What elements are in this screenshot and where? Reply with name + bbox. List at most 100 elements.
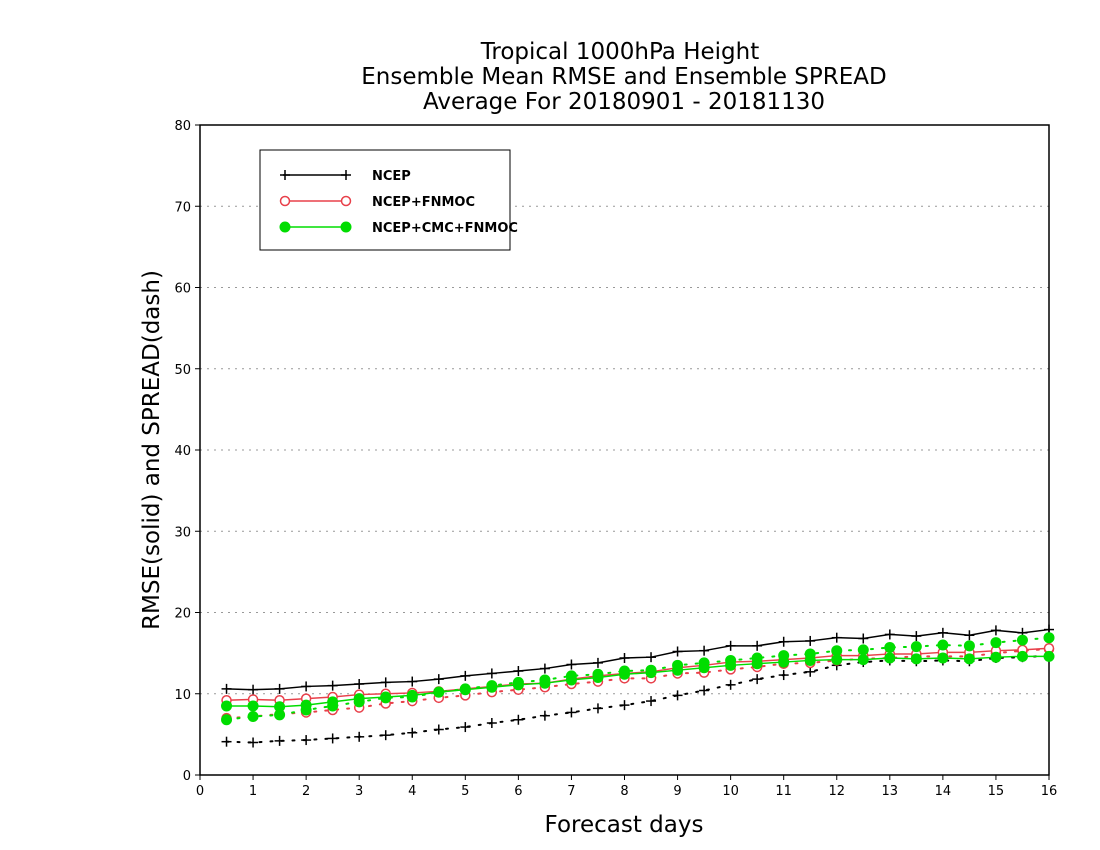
rmse-point-ncep-cmc-fnmoc <box>884 652 896 664</box>
rmse-point-ncep-cmc-fnmoc <box>300 699 312 711</box>
x-tick-label: 10 <box>722 784 739 799</box>
legend-item-ncep: NCEP <box>280 169 411 184</box>
y-tick-label: 20 <box>174 607 191 622</box>
spread-point-ncep <box>513 714 524 725</box>
legend-items: NCEP NCEP+FNMOC NCEP+CMC+FNMOC <box>279 169 518 236</box>
spread-point-ncep-cmc-fnmoc <box>963 640 975 652</box>
rmse-point-ncep-cmc-fnmoc <box>672 664 684 676</box>
x-tick-label: 4 <box>408 784 416 799</box>
rmse-point-ncep <box>486 668 497 679</box>
spread-point-ncep <box>407 727 418 738</box>
legend-box <box>259 149 511 251</box>
rmse-point-ncep-cmc-fnmoc <box>565 674 577 686</box>
rmse-point-ncep <box>911 631 922 642</box>
y-axis-ticks: 0 10 20 30 40 50 60 70 80 <box>174 119 200 784</box>
legend-label: NCEP+FNMOC <box>372 195 475 210</box>
spread-point-ncep <box>460 722 471 733</box>
x-tick-label: 3 <box>355 784 363 799</box>
y-tick-label: 10 <box>174 688 191 703</box>
rmse-point-ncep <box>301 681 312 692</box>
legend-item-ncep-fnmoc: NCEP+FNMOC <box>279 195 475 210</box>
rmse-point-ncep <box>539 663 550 674</box>
x-axis-ticks: 0 1 2 3 4 5 6 7 8 9 10 11 12 13 14 15 16 <box>196 775 1057 799</box>
y-tick-label: 80 <box>174 119 191 134</box>
rmse-point-ncep-cmc-fnmoc <box>910 653 922 665</box>
rmse-point-ncep-cmc-fnmoc <box>380 691 392 703</box>
rmse-point-ncep-cmc-fnmoc <box>963 653 975 665</box>
rmse-point-ncep <box>380 677 391 688</box>
rmse-line-ncep <box>226 628 1050 691</box>
rmse-point-ncep-cmc-fnmoc <box>247 700 259 712</box>
spread-point-ncep-cmc-fnmoc <box>221 714 233 726</box>
series-ncep <box>221 624 1054 748</box>
rmse-point-ncep <box>248 684 259 695</box>
rmse-point-ncep-cmc-fnmoc <box>221 700 233 712</box>
y-tick-label: 50 <box>174 363 191 378</box>
spread-point-ncep <box>699 685 710 696</box>
spread-point-ncep-cmc-fnmoc <box>247 711 259 722</box>
rmse-line-ncep-cmc-fnmoc <box>226 655 1049 708</box>
y-tick-label: 30 <box>174 525 191 540</box>
rmse-point-ncep <box>884 629 895 640</box>
rmse-point-ncep-cmc-fnmoc <box>1016 650 1028 662</box>
rmse-point-ncep-cmc-fnmoc <box>433 686 445 698</box>
rmse-point-ncep-cmc-fnmoc <box>539 677 551 689</box>
y-tick-label: 40 <box>174 444 191 459</box>
spread-point-ncep-cmc-fnmoc <box>990 637 1002 649</box>
spread-point-ncep-cmc-fnmoc <box>857 644 869 656</box>
rmse-point-ncep <box>566 659 577 670</box>
rmse-point-ncep-cmc-fnmoc <box>592 672 604 683</box>
series-layer <box>221 624 1055 748</box>
legend-marker <box>341 170 351 180</box>
y-tick-label: 0 <box>183 769 191 784</box>
x-tick-label: 11 <box>775 784 792 799</box>
series-ncep-fnmoc <box>221 643 1055 724</box>
spread-point-ncep <box>619 700 630 711</box>
x-tick-label: 13 <box>882 784 899 799</box>
rmse-point-ncep-cmc-fnmoc <box>645 667 657 679</box>
rmse-point-ncep <box>460 670 471 681</box>
rmse-point-ncep <box>858 633 869 644</box>
legend-marker <box>279 221 291 233</box>
spread-point-ncep <box>752 674 763 685</box>
rmse-point-ncep <box>619 653 630 663</box>
spread-point-ncep <box>354 731 365 742</box>
spread-point-ncep <box>725 679 736 690</box>
legend-marker <box>340 195 352 207</box>
spread-point-ncep <box>539 710 550 721</box>
spread-point-ncep <box>433 724 444 735</box>
rmse-point-ncep-cmc-fnmoc <box>512 679 524 691</box>
rmse-point-ncep <box>725 640 736 651</box>
spread-point-ncep <box>592 703 603 714</box>
spread-point-ncep <box>778 670 789 681</box>
spread-line-ncep-fnmoc <box>225 648 1050 720</box>
spread-point-ncep <box>301 735 312 746</box>
gridlines <box>200 205 1049 695</box>
x-tick-label: 15 <box>988 784 1005 799</box>
rmse-point-ncep-cmc-fnmoc <box>698 662 710 674</box>
rmse-point-ncep <box>990 625 1001 636</box>
rmse-line-ncep-fnmoc <box>226 647 1050 702</box>
rmse-point-ncep <box>221 683 232 694</box>
spread-point-ncep <box>248 737 259 748</box>
legend-label: NCEP+CMC+FNMOC <box>372 221 518 236</box>
title-line-3: Average For 20180901 - 20181130 <box>423 89 825 115</box>
rmse-point-ncep <box>964 630 975 641</box>
rmse-point-ncep-cmc-fnmoc <box>1043 650 1055 662</box>
spread-point-ncep-cmc-fnmoc <box>1043 632 1055 644</box>
chart-title: Tropical 1000hPa Height Ensemble Mean RM… <box>361 39 886 115</box>
rmse-point-ncep <box>699 645 710 656</box>
rmse-point-ncep-cmc-fnmoc <box>406 689 418 701</box>
spread-point-ncep <box>380 730 391 741</box>
legend-marker <box>279 195 291 207</box>
spread-point-ncep <box>672 690 683 701</box>
plot-frame <box>199 124 1050 776</box>
rmse-point-ncep-cmc-fnmoc <box>804 654 816 666</box>
x-tick-label: 8 <box>620 784 628 799</box>
spread-point-ncep-cmc-fnmoc <box>1016 634 1028 646</box>
legend-label: NCEP <box>372 169 411 184</box>
legend-marker <box>280 170 290 180</box>
y-axis-label: RMSE(solid) and SPREAD(dash) <box>139 270 165 630</box>
spread-point-ncep-cmc-fnmoc <box>910 641 922 653</box>
